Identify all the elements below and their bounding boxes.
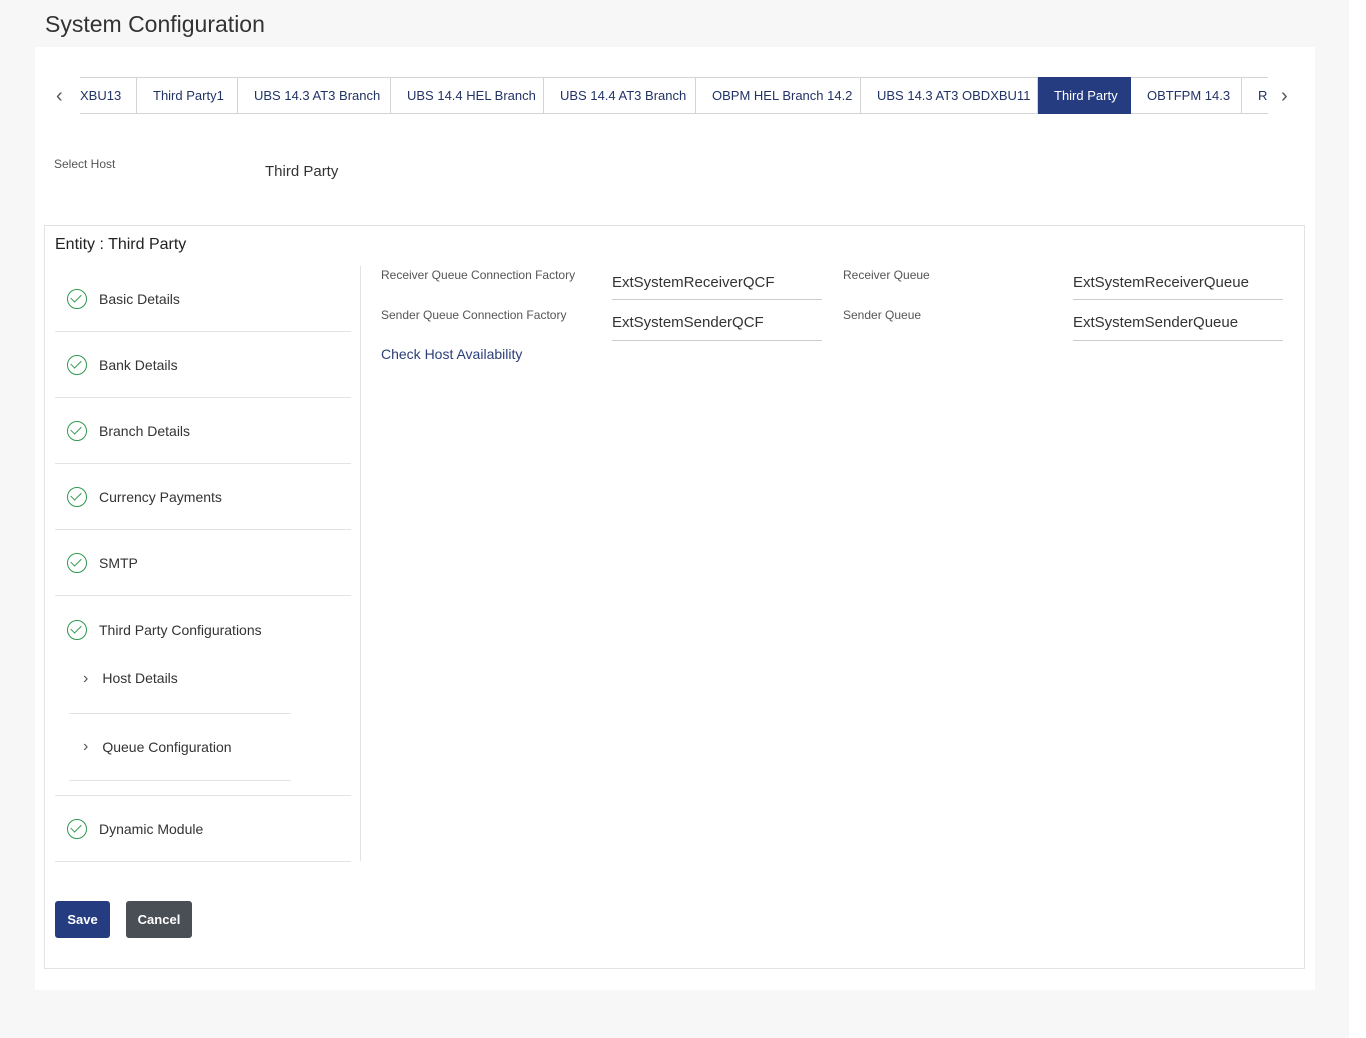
host-tabs: XBU13 Third Party1 UBS 14.3 AT3 Branch U… <box>80 77 1268 114</box>
sidebar-item-bank-details[interactable]: Bank Details <box>55 332 351 398</box>
check-circle-icon <box>67 420 87 441</box>
field-underline <box>612 299 822 300</box>
sidebar-item-third-party-configurations[interactable]: Third Party Configurations <box>55 596 351 664</box>
chevron-right-icon: › <box>83 670 89 687</box>
sender-qcf-field[interactable]: ExtSystemSenderQCF <box>612 314 764 331</box>
sidebar-item-branch-details[interactable]: Branch Details <box>55 398 351 464</box>
sidebar-group-third-party: Third Party Configurations › Host Details… <box>55 596 351 796</box>
tab-ubs-143-at3-branch[interactable]: UBS 14.3 AT3 Branch <box>238 77 391 114</box>
receiver-qcf-label: Receiver Queue Connection Factory <box>381 268 576 282</box>
tab-ubs-143-at3-obdxbu11[interactable]: UBS 14.3 AT3 OBDXBU11 <box>861 77 1038 114</box>
sidebar: Basic Details Bank Details Branch Detail… <box>55 266 351 862</box>
save-button[interactable]: Save <box>55 901 110 938</box>
tab-ubs-144-at3-branch[interactable]: UBS 14.4 AT3 Branch <box>544 77 696 114</box>
tab-third-party[interactable]: Third Party <box>1038 77 1131 114</box>
tabs-next-chevron-right-icon[interactable]: › <box>1281 85 1288 107</box>
tab-obtfpm-143[interactable]: OBTFPM 14.3 <box>1131 77 1242 114</box>
select-host-value[interactable]: Third Party <box>265 163 339 180</box>
check-circle-icon <box>67 620 87 640</box>
sender-queue-label: Sender Queue <box>843 308 922 322</box>
entity-panel: Entity : Third Party Basic Details Bank … <box>44 225 1305 969</box>
check-host-availability-link[interactable]: Check Host Availability <box>381 346 523 362</box>
tabs-prev-chevron-left-icon[interactable]: ‹ <box>56 85 63 107</box>
scrollbar[interactable] <box>1349 0 1366 1038</box>
chevron-right-icon: › <box>83 738 89 755</box>
cancel-button[interactable]: Cancel <box>126 901 192 938</box>
receiver-queue-field[interactable]: ExtSystemReceiverQueue <box>1073 274 1249 291</box>
sidebar-item-label: Third Party Configurations <box>99 622 262 638</box>
check-circle-icon <box>67 818 87 839</box>
page-title: System Configuration <box>45 11 265 37</box>
sender-queue-field[interactable]: ExtSystemSenderQueue <box>1073 314 1239 331</box>
sidebar-item-label: Branch Details <box>99 422 191 439</box>
field-underline <box>1073 299 1283 300</box>
sidebar-item-currency-payments[interactable]: Currency Payments <box>55 464 351 530</box>
sidebar-item-label: Dynamic Module <box>99 820 204 837</box>
check-circle-icon <box>67 486 87 507</box>
divider <box>360 266 361 861</box>
tab-ubs-144-hel-branch[interactable]: UBS 14.4 HEL Branch <box>391 77 544 114</box>
sender-qcf-label: Sender Queue Connection Factory <box>381 308 567 322</box>
tab-xbu13[interactable]: XBU13 <box>80 77 137 114</box>
tab-ri[interactable]: RI <box>1242 77 1268 114</box>
check-circle-icon <box>67 288 87 309</box>
sidebar-item-smtp[interactable]: SMTP <box>55 530 351 596</box>
sidebar-subitem-label: Host Details <box>102 670 178 686</box>
check-circle-icon <box>67 552 87 573</box>
sidebar-item-label: Bank Details <box>99 356 178 373</box>
receiver-queue-label: Receiver Queue <box>843 268 930 282</box>
tab-obpm-hel-branch[interactable]: OBPM HEL Branch 14.2 <box>696 77 861 114</box>
sidebar-subitem-label: Queue Configuration <box>102 739 232 755</box>
entity-title: Entity : Third Party <box>55 236 187 253</box>
sidebar-item-dynamic-module[interactable]: Dynamic Module <box>55 796 351 862</box>
check-circle-icon <box>67 354 87 375</box>
sidebar-item-label: SMTP <box>99 554 138 571</box>
receiver-qcf-field[interactable]: ExtSystemReceiverQCF <box>612 274 775 291</box>
tab-third-party1[interactable]: Third Party1 <box>137 77 238 114</box>
field-underline <box>612 340 822 341</box>
sidebar-item-label: Basic Details <box>99 290 180 307</box>
sidebar-item-label: Currency Payments <box>99 488 222 505</box>
sidebar-item-basic-details[interactable]: Basic Details <box>55 266 351 332</box>
field-underline <box>1073 340 1283 341</box>
select-host-label: Select Host <box>54 157 116 171</box>
sidebar-subitem-host-details[interactable]: › Host Details <box>69 664 291 714</box>
sidebar-subitem-queue-configuration[interactable]: › Queue Configuration <box>69 714 291 781</box>
